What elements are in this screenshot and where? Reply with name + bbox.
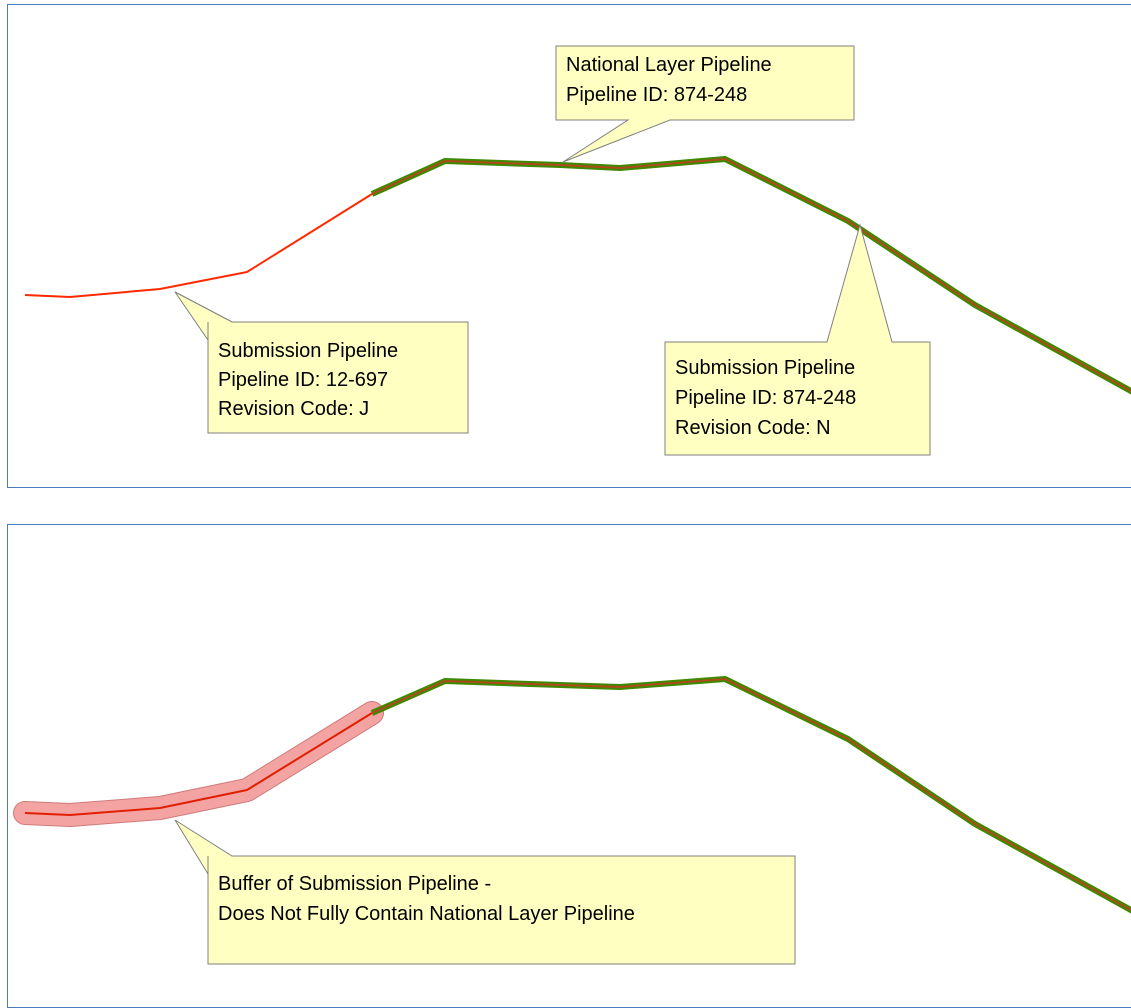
callout-text-line: Submission Pipeline	[675, 357, 855, 379]
buffer-callout: Buffer of Submission Pipeline - Does Not…	[174, 819, 796, 965]
callout-text-line: Revision Code: J	[218, 398, 369, 420]
submission-pipeline-874-248	[371, 678, 1131, 912]
submission-right-callout: Submission Pipeline Pipeline ID: 874-248…	[664, 223, 931, 456]
submission-pipeline-12-697	[24, 193, 373, 298]
callout-text-line: Buffer of Submission Pipeline -	[218, 873, 491, 895]
bottom-panel-graphics: Buffer of Submission Pipeline - Does Not…	[13, 676, 1131, 965]
callout-text-line: Pipeline ID: 12-697	[218, 369, 388, 391]
submission-left-callout: Submission Pipeline Pipeline ID: 12-697 …	[174, 291, 469, 434]
callout-text-line: Revision Code: N	[675, 417, 831, 439]
submission-pipeline-874-248	[371, 158, 1131, 393]
national-pipeline-callout: National Layer Pipeline Pipeline ID: 874…	[555, 45, 855, 163]
callout-text-line: Submission Pipeline	[218, 340, 398, 362]
callout-text-line: Does Not Fully Contain National Layer Pi…	[218, 903, 635, 925]
top-panel-graphics: National Layer Pipeline Pipeline ID: 874…	[24, 45, 1131, 456]
callout-text-line: Pipeline ID: 874-248	[675, 387, 856, 409]
callout-text-line: Pipeline ID: 874-248	[566, 84, 747, 106]
submission-pipeline-12-697	[24, 712, 373, 816]
callout-text-line: National Layer Pipeline	[566, 54, 772, 76]
